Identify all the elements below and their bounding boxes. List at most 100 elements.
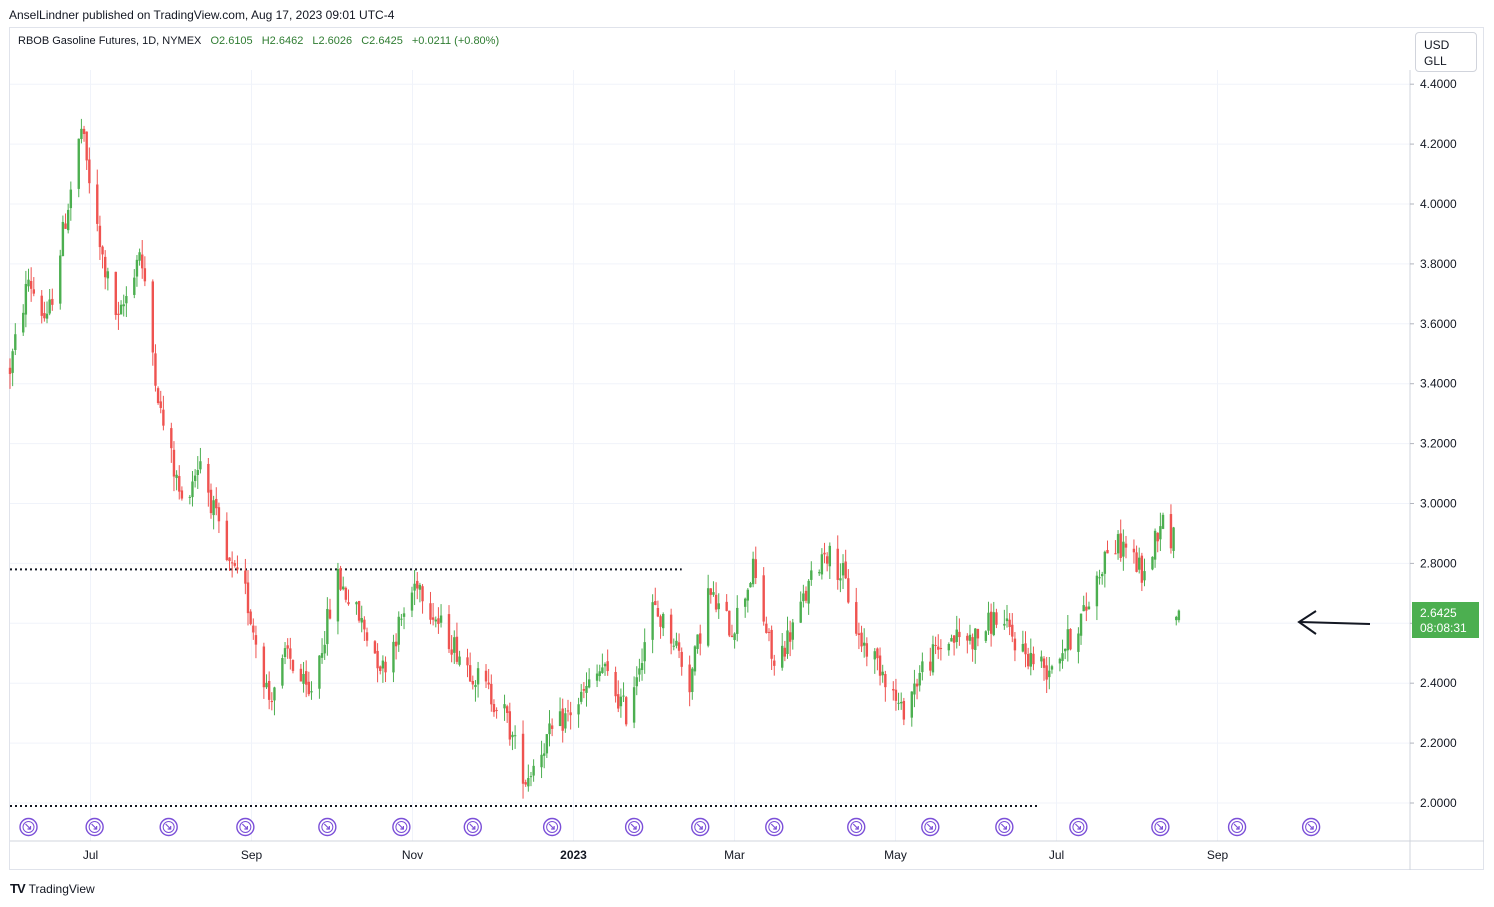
candle-body [82, 128, 86, 134]
event-marker-icon[interactable] [542, 817, 562, 837]
event-marker-icon[interactable] [19, 817, 38, 837]
candle-body [931, 644, 935, 673]
candle-body [823, 552, 826, 555]
candle-body [595, 673, 599, 681]
candle-body [143, 268, 147, 282]
candle-body [1040, 656, 1043, 662]
candle-body [786, 630, 789, 654]
candle-body [373, 641, 377, 654]
x-tick-label: May [884, 848, 907, 862]
candle-body [709, 588, 713, 595]
candle-body [320, 653, 324, 658]
event-marker-icon[interactable] [995, 817, 1014, 837]
candle-body [1140, 555, 1144, 583]
candle-body [1119, 533, 1122, 558]
candle-body [669, 614, 673, 644]
candle-body [101, 246, 104, 255]
event-marker-icon[interactable] [847, 817, 866, 837]
candle-body [1042, 658, 1046, 668]
candle-body [154, 353, 157, 386]
candle-body [1003, 623, 1006, 626]
candle-body [141, 254, 144, 269]
candle-body [302, 673, 305, 684]
candle-body [558, 711, 562, 726]
currency-unit-button[interactable]: USD GLL [1415, 32, 1477, 72]
event-marker-icon[interactable] [236, 817, 255, 837]
candle-body [688, 664, 691, 693]
candle-body [632, 687, 636, 723]
candle-body [527, 777, 530, 787]
candle-body [27, 279, 30, 287]
candle-body [283, 648, 287, 657]
candle-body [862, 642, 866, 646]
candle-body [521, 733, 525, 784]
y-tick-label: 4.4000 [1420, 77, 1457, 91]
event-marker-icon[interactable] [624, 817, 644, 837]
event-marker-icon[interactable] [765, 817, 784, 837]
candle-body [844, 561, 847, 579]
event-marker-icon[interactable] [318, 817, 337, 837]
candle-body [1066, 629, 1070, 651]
candle-body [876, 648, 879, 659]
candle-body [437, 618, 440, 624]
candle-body [995, 612, 998, 625]
event-marker-icon[interactable] [463, 817, 482, 837]
candle-body [40, 295, 43, 316]
candle-body [783, 647, 787, 657]
candle-body [376, 650, 379, 669]
candle-body [1103, 551, 1107, 574]
event-marker-icon[interactable] [1301, 817, 1321, 837]
candle-body [577, 704, 580, 715]
price-tag-bg [1412, 602, 1479, 638]
candle-body [672, 645, 675, 647]
candle-body [212, 500, 215, 516]
candle-body [773, 660, 776, 666]
candle-body [133, 277, 136, 295]
event-marker-icon[interactable] [392, 817, 411, 837]
event-marker-icon[interactable] [1227, 817, 1247, 837]
footer-brand[interactable]: TV TradingView [10, 881, 95, 896]
candle-body [180, 490, 184, 499]
tradingview-logo-icon: TV [10, 881, 26, 896]
candle-body [839, 578, 842, 581]
event-marker-icon[interactable] [691, 817, 710, 837]
event-marker-icon[interactable] [159, 817, 178, 837]
candle-body [913, 683, 916, 695]
event-marker-icon[interactable] [921, 817, 940, 837]
candle-body [225, 520, 229, 561]
candle-body [85, 131, 88, 161]
candle-body [138, 252, 141, 261]
legend-open: O2.6105 [210, 35, 253, 47]
candle-body [363, 619, 366, 630]
candle-body [746, 589, 750, 601]
candle-body [545, 734, 549, 754]
candle-body [1116, 534, 1120, 554]
candle-body [1024, 643, 1027, 655]
candle-body [114, 271, 117, 315]
legend-low: L2.6026 [312, 35, 353, 47]
candle-body [289, 648, 292, 659]
candle-body [476, 668, 480, 685]
candle-body [804, 590, 808, 601]
candle-body [418, 584, 422, 590]
candle-body [307, 681, 311, 695]
candle-body [104, 256, 107, 278]
candle-body [617, 694, 620, 709]
candle-body [606, 661, 609, 672]
candle-body [11, 351, 14, 373]
candles [8, 118, 1181, 799]
candle-body [1159, 526, 1162, 540]
event-marker-icon[interactable] [1151, 817, 1170, 837]
candle-body [365, 632, 369, 641]
candle-body [770, 629, 773, 659]
candle-body [897, 702, 900, 704]
candle-body [765, 623, 768, 633]
candle-body [178, 476, 181, 492]
candle-body [503, 704, 506, 709]
candle-body [508, 711, 512, 740]
event-marker-icon[interactable] [85, 817, 104, 837]
candle-body [474, 684, 477, 688]
publisher-line: AnselLindner published on TradingView.co… [9, 8, 395, 22]
event-marker-icon[interactable] [1069, 817, 1088, 837]
